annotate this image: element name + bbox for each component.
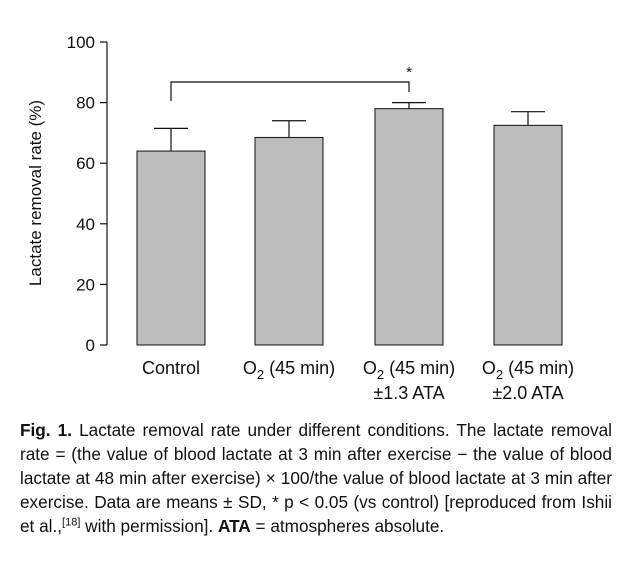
bar	[493, 124, 563, 346]
figure-label: Fig. 1.	[20, 420, 72, 440]
y-tick-label: 40	[76, 215, 95, 234]
x-tick-label: ±2.0 ATA	[492, 383, 563, 403]
x-axis-labels: Control O2 (45 min) O2 (45 min)±1.3 ATAO2 …	[142, 358, 574, 403]
figure-caption: Fig. 1. Lactate removal rate under diffe…	[20, 418, 612, 538]
bar	[374, 108, 444, 346]
bar	[254, 136, 324, 346]
bar	[136, 150, 206, 346]
caption-text: Lactate removal rate under different con…	[20, 420, 612, 536]
significance-star: *	[406, 64, 412, 81]
y-axis: 0 20 40 60 80 100	[67, 33, 108, 355]
y-axis-label: Lactate removal rate (%)	[26, 100, 45, 286]
significance-bracket: *	[170, 64, 412, 101]
x-tick-label: O2 (45 min)	[243, 358, 335, 382]
x-tick-label: O2 (45 min)	[363, 358, 455, 382]
caption-text-ata-definition: = atmospheres absolute.	[250, 516, 445, 536]
x-tick-label: Control	[142, 358, 200, 378]
x-tick-label: O2 (45 min)	[482, 358, 574, 382]
y-tick-label: 0	[86, 336, 95, 355]
x-tick-label: ±1.3 ATA	[373, 383, 444, 403]
error-bars	[154, 101, 545, 152]
ata-abbreviation: ATA	[217, 516, 251, 536]
reference-number: [18]	[62, 516, 81, 529]
significance-line	[170, 81, 410, 101]
y-tick-label: 60	[76, 154, 95, 173]
y-tick-label: 20	[76, 275, 95, 294]
y-tick-label: 80	[76, 94, 95, 113]
bars	[136, 108, 563, 346]
caption-text-permission: with permission].	[80, 516, 218, 536]
y-tick-label: 100	[67, 33, 95, 52]
